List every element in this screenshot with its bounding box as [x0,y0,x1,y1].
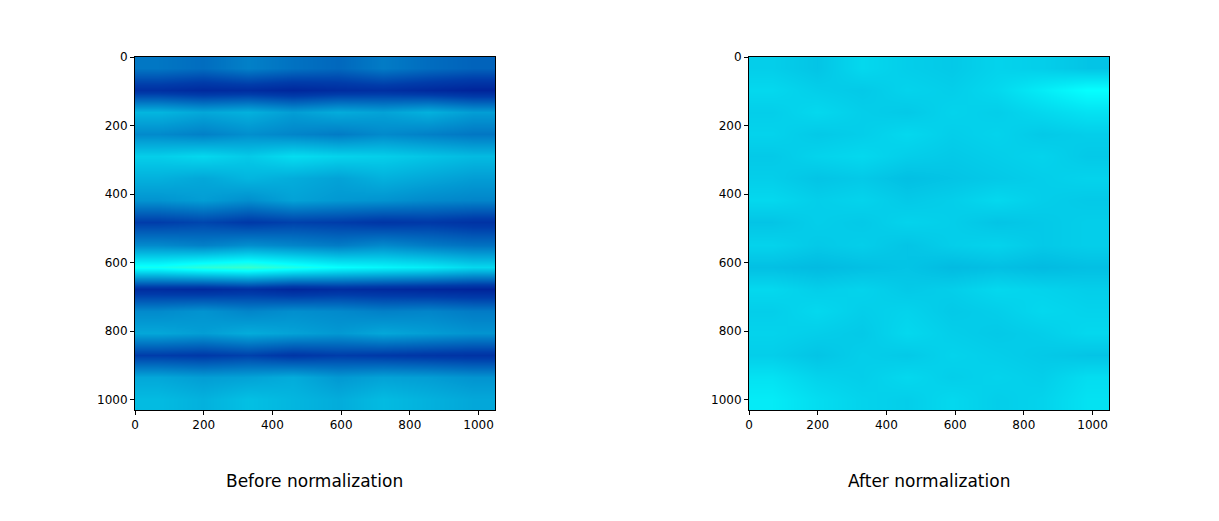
svg-text:800: 800 [398,418,421,432]
svg-text:400: 400 [875,418,898,432]
svg-text:400: 400 [261,418,284,432]
svg-text:200: 200 [806,418,829,432]
svg-text:Before normalization: Before normalization [226,471,403,491]
svg-text:600: 600 [719,256,742,270]
svg-text:0: 0 [120,50,128,64]
svg-text:400: 400 [719,187,742,201]
svg-text:1000: 1000 [463,418,494,432]
svg-text:400: 400 [105,187,128,201]
svg-text:200: 200 [719,119,742,133]
svg-text:After normalization: After normalization [848,471,1010,491]
svg-text:0: 0 [745,418,753,432]
svg-text:600: 600 [944,418,967,432]
svg-text:600: 600 [330,418,353,432]
svg-text:800: 800 [1012,418,1035,432]
svg-text:600: 600 [105,256,128,270]
svg-text:0: 0 [734,50,742,64]
svg-text:800: 800 [719,324,742,338]
svg-text:800: 800 [105,324,128,338]
svg-text:200: 200 [192,418,215,432]
svg-text:0: 0 [131,418,139,432]
svg-text:1000: 1000 [711,393,742,407]
svg-text:200: 200 [105,119,128,133]
svg-text:1000: 1000 [1077,418,1108,432]
svg-text:1000: 1000 [97,393,128,407]
